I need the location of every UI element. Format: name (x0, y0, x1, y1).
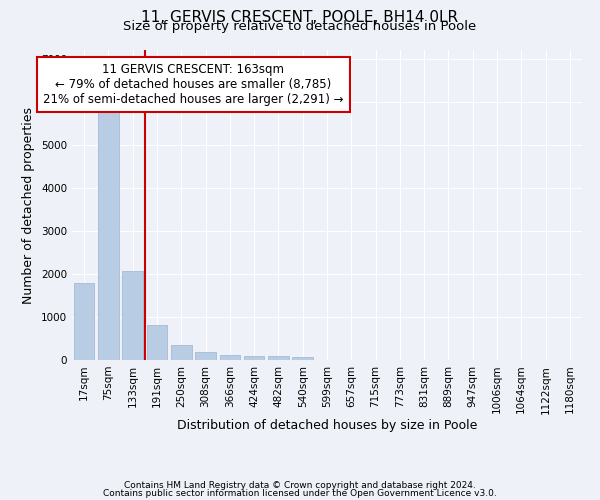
Text: Size of property relative to detached houses in Poole: Size of property relative to detached ho… (124, 20, 476, 33)
Bar (244, 356, 265, 360)
Text: 11 GERVIS CRESCENT: 163sqm
← 79% of detached houses are smaller (8,785)
21% of s: 11 GERVIS CRESCENT: 163sqm ← 79% of deta… (43, 63, 344, 106)
Bar (122, 272, 143, 360)
Bar (74, 284, 94, 360)
Y-axis label: Number of detached properties: Number of detached properties (22, 106, 35, 304)
Text: Contains HM Land Registry data © Crown copyright and database right 2024.: Contains HM Land Registry data © Crown c… (124, 481, 476, 490)
Bar (171, 346, 191, 360)
X-axis label: Distribution of detached houses by size in Poole: Distribution of detached houses by size … (177, 419, 477, 432)
Text: Contains public sector information licensed under the Open Government Licence v3: Contains public sector information licen… (103, 488, 497, 498)
Bar (268, 356, 289, 360)
Bar (98, 111, 119, 360)
Text: 11, GERVIS CRESCENT, POOLE, BH14 0LR: 11, GERVIS CRESCENT, POOLE, BH14 0LR (142, 10, 458, 25)
Bar (292, 357, 313, 360)
Bar (220, 355, 240, 360)
Bar (195, 352, 216, 360)
Bar (146, 324, 167, 360)
